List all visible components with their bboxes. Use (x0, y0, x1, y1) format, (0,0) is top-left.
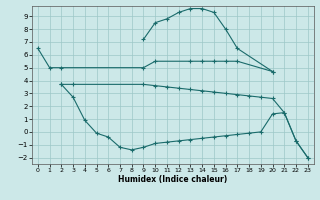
X-axis label: Humidex (Indice chaleur): Humidex (Indice chaleur) (118, 175, 228, 184)
